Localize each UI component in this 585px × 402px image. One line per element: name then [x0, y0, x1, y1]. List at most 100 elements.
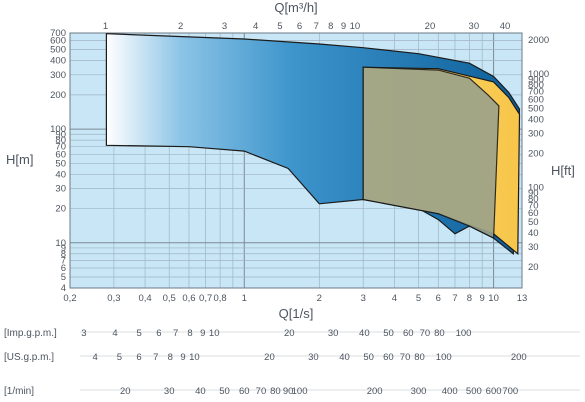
y-right-tick-label: 90	[528, 188, 539, 199]
y-right-tick-label: 900	[528, 74, 544, 85]
x-top-tick-label: 4	[253, 21, 258, 32]
y-left-tick-label: 400	[50, 56, 66, 67]
y-right-tick-label: 80	[528, 194, 539, 205]
x-top-tick-label: 3	[222, 21, 227, 32]
x-bottom-tick-label: 13	[517, 293, 528, 304]
y-left-tick-label: 10	[55, 238, 66, 249]
scale-tick-label: 4	[93, 352, 98, 363]
x-bottom-tick-label: 2	[317, 293, 322, 304]
y-left-tick-label: 80	[55, 135, 66, 146]
scale-tick-label: 400	[442, 386, 458, 397]
scale-tick-label: 9	[200, 328, 205, 339]
x-top-tick-label: 5	[277, 21, 282, 32]
y-left-tick-label: 40	[55, 169, 66, 180]
scale-tick-label: 80	[414, 352, 425, 363]
scale-tick-label: 7	[173, 328, 178, 339]
scale-tick-label: 80	[434, 328, 445, 339]
x-bottom-tick-label: 10	[488, 293, 499, 304]
y-right-tick-label: 50	[528, 217, 539, 228]
y-right-tick-label: 800	[528, 80, 544, 91]
x-top-tick-label: 7	[314, 21, 319, 32]
y-right-tick-label: 1000	[528, 69, 549, 80]
x-bottom-tick-label: 6	[436, 293, 441, 304]
scale-tick-label: 40	[195, 386, 206, 397]
x-bottom-tick-label: 3	[361, 293, 366, 304]
x-top-tick-label: 2	[178, 21, 183, 32]
scale-tick-label: 20	[120, 386, 131, 397]
scale-tick-label: 300	[411, 386, 427, 397]
scale-tick-label: 4	[112, 328, 117, 339]
plot-frame	[69, 32, 523, 289]
y-left-tick-label: 60	[55, 149, 66, 160]
y-left-tick-label: 9	[61, 243, 66, 254]
y-right-tick-label: 300	[528, 128, 544, 139]
x-bottom-tick-label: 5	[416, 293, 421, 304]
y-left-tick-label: 500	[50, 45, 66, 56]
y-left-tick-label: 50	[55, 158, 66, 169]
scale-tick-label: 40	[339, 352, 350, 363]
y-left-tick-label: 30	[55, 184, 66, 195]
scale-tick-label: 50	[363, 352, 374, 363]
y-right-tick-label: 600	[528, 94, 544, 105]
y-left-tick-label: 70	[55, 142, 66, 153]
y-left-tick-label: 700	[50, 28, 66, 39]
y-right-tick-label: 100	[528, 183, 544, 194]
x-bottom-tick-label: 4	[392, 293, 397, 304]
y-right-tick-label: 400	[528, 114, 544, 125]
x-top-tick-label: 40	[500, 21, 511, 32]
scale-tick-label: 60	[239, 386, 250, 397]
y-right-tick-label: 70	[528, 200, 539, 211]
y-left-tick-label: 20	[55, 204, 66, 215]
scale-tick-label: 3	[81, 328, 86, 339]
scale-tick-label: 40	[359, 328, 370, 339]
y-left-tick-label: 4	[61, 283, 66, 294]
y-left-tick-label: 7	[61, 255, 66, 266]
scale-tick-label: 60	[403, 328, 414, 339]
scale-tick-label: 80	[270, 386, 281, 397]
scale-tick-label: 600	[486, 386, 502, 397]
scale-label: [US.g.p.m.]	[4, 352, 54, 363]
scale-tick-label: 6	[156, 328, 161, 339]
scale-tick-label: 500	[466, 386, 482, 397]
scale-tick-label: 30	[328, 328, 339, 339]
y-right-tick-label: 500	[528, 103, 544, 114]
scale-tick-label: 100	[456, 328, 472, 339]
y-right-tick-label: 700	[528, 87, 544, 98]
y-left-tick-label: 100	[50, 124, 66, 135]
y-right-tick-label: 200	[528, 149, 544, 160]
x-bottom-tick-label: 0,3	[107, 293, 120, 304]
scale-tick-label: 200	[511, 352, 527, 363]
scale-tick-label: 50	[219, 386, 230, 397]
scale-tick-label: 100	[292, 386, 308, 397]
y-left-tick-label: 600	[50, 36, 66, 47]
x-bottom-tick-label: 0,7	[199, 293, 212, 304]
x-bottom-tick-label: 0,5	[163, 293, 176, 304]
scale-tick-label: 20	[264, 352, 275, 363]
scale-tick-label: 20	[284, 328, 295, 339]
x-top-tick-label: 10	[350, 21, 361, 32]
scale-tick-label: 9	[180, 352, 185, 363]
scale-tick-label: 7	[153, 352, 158, 363]
y-right-tick-label: 2000	[528, 35, 549, 46]
y-left-tick-label: 6	[61, 263, 66, 274]
scale-tick-label: 700	[502, 386, 518, 397]
scale-tick-label: 90	[283, 386, 294, 397]
y-left-tick-label: 200	[50, 90, 66, 101]
x-top-tick-label: 6	[297, 21, 302, 32]
x-top-tick-label: 30	[469, 21, 480, 32]
y-left-tick-label: 90	[55, 129, 66, 140]
x-bottom-tick-label: 0,2	[63, 293, 76, 304]
scale-tick-label: 70	[420, 328, 431, 339]
scale-tick-label: 6	[136, 352, 141, 363]
y-left-axis-label: H[m]	[6, 152, 33, 167]
overlap-performance-band	[362, 66, 500, 240]
x-top-tick-label: 9	[341, 21, 346, 32]
x-bottom-axis-label: Q[1/s]	[279, 306, 314, 321]
scale-tick-label: 200	[367, 386, 383, 397]
scale-tick-label: 30	[164, 386, 175, 397]
x-top-tick-label: 20	[425, 21, 436, 32]
y-left-tick-label: 8	[61, 249, 66, 260]
scale-tick-label: 70	[400, 352, 411, 363]
